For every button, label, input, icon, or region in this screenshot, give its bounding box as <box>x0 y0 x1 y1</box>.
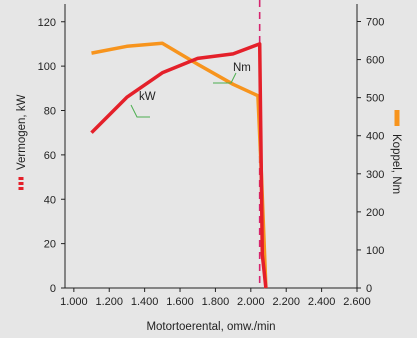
right-axis-title: Koppel, Nm <box>390 134 402 194</box>
y-left-tick-label: 80 <box>44 106 56 118</box>
nm-annotation: Nm <box>213 62 251 84</box>
y-right-tick-label: 100 <box>366 245 384 257</box>
kw-series-label: kW <box>139 91 156 103</box>
y-left-tick-label: 100 <box>38 61 56 73</box>
x-tick-label: 1.000 <box>60 296 88 308</box>
y-left-tick-label: 20 <box>44 239 56 251</box>
nm-series-label: Nm <box>233 62 251 74</box>
tick-layer: 1.000 1.200 1.400 1.600 1.800 2.000 2.200 2.400… <box>38 17 385 308</box>
left-axis-title-group: Vermogen, kW <box>16 94 28 191</box>
y-left-tick-label: 60 <box>44 150 56 162</box>
y-right-tick-label: 500 <box>366 93 384 105</box>
right-axis-title-group: Koppel, Nm <box>390 110 402 194</box>
x-tick-label: 1.600 <box>166 296 194 308</box>
x-tick-label: 2.600 <box>343 296 371 308</box>
x-tick-label: 1.200 <box>95 296 123 308</box>
x-axis-title: Motortoerental, omw./min <box>146 321 275 333</box>
x-tick-label: 2.400 <box>308 296 336 308</box>
y-right-tick-label: 600 <box>366 55 384 67</box>
y-right-tick-label: 0 <box>366 283 372 295</box>
series-layer <box>90 41 268 289</box>
x-tick-label: 2.200 <box>272 296 300 308</box>
nm-callout-line <box>213 72 237 84</box>
y-left-tick-label: 0 <box>50 283 56 295</box>
y-right-tick-label: 200 <box>366 207 384 219</box>
kw-callout-line <box>130 104 150 118</box>
left-axis-title: Vermogen, kW <box>16 94 28 170</box>
kw-power-line <box>90 42 268 289</box>
y-left-tick-label: 40 <box>44 194 56 206</box>
y-right-tick-label: 300 <box>366 169 384 181</box>
x-tick-label: 2.000 <box>237 296 265 308</box>
y-right-tick-label: 400 <box>366 131 384 143</box>
y-right-tick-label: 700 <box>366 17 384 29</box>
kw-annotation: kW <box>130 91 156 118</box>
y-left-tick-label: 120 <box>38 17 56 29</box>
x-tick-label: 1.800 <box>202 296 230 308</box>
x-tick-label: 1.400 <box>131 296 159 308</box>
